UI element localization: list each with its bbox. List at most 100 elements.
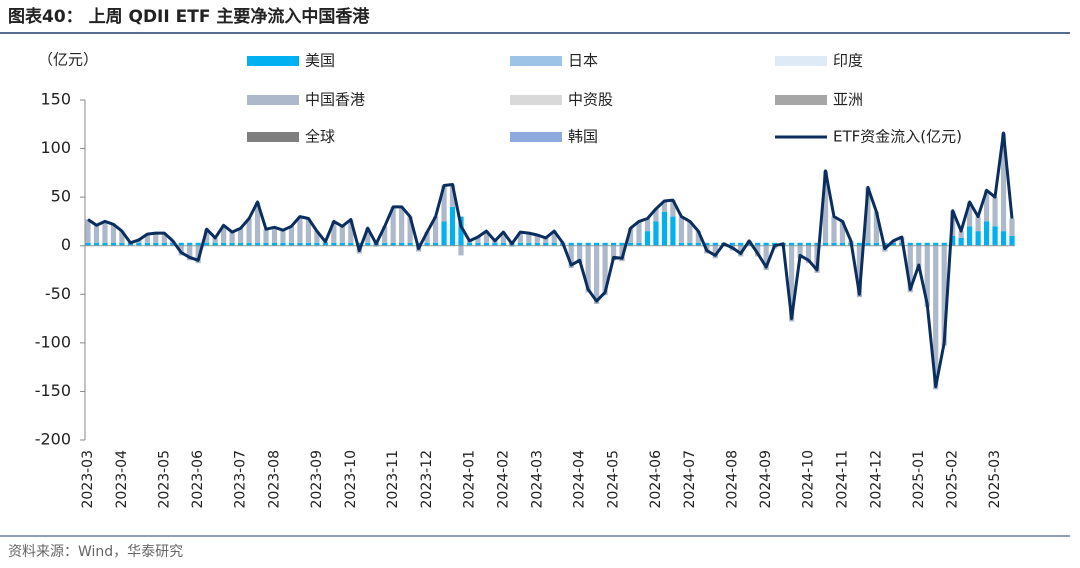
bar bbox=[382, 242, 388, 246]
bar bbox=[644, 231, 651, 246]
y-tick-label: 0 bbox=[61, 235, 71, 254]
legend-label: 日本 bbox=[568, 52, 598, 70]
bar bbox=[170, 242, 176, 246]
bar bbox=[873, 242, 879, 246]
bar bbox=[204, 229, 210, 243]
bar bbox=[144, 234, 150, 243]
bar bbox=[687, 242, 693, 246]
bar bbox=[526, 233, 532, 243]
x-tick-label: 2024-04 bbox=[572, 450, 588, 509]
x-tick-label: 2023-03 bbox=[80, 450, 96, 509]
bar bbox=[288, 226, 295, 243]
bar bbox=[271, 227, 278, 243]
bar bbox=[653, 208, 659, 222]
y-tick-label: 100 bbox=[40, 138, 71, 157]
bar bbox=[153, 233, 159, 243]
bar bbox=[500, 242, 506, 246]
bar bbox=[712, 242, 718, 246]
x-tick-label: 2024-01 bbox=[461, 450, 477, 509]
bar bbox=[187, 245, 193, 261]
bar bbox=[661, 201, 668, 212]
bar bbox=[161, 233, 167, 243]
x-tick-label: 2025-01 bbox=[911, 450, 927, 509]
y-tick-label: -50 bbox=[45, 284, 71, 303]
bar bbox=[195, 242, 201, 246]
bar bbox=[483, 231, 490, 243]
bar bbox=[839, 242, 846, 246]
y-tick-label: -150 bbox=[35, 381, 71, 400]
bar bbox=[153, 242, 159, 246]
bar bbox=[636, 221, 642, 243]
bar bbox=[551, 231, 557, 243]
bar bbox=[627, 242, 634, 246]
source: 资料来源：Wind，华泰研究 bbox=[8, 544, 183, 560]
bar bbox=[102, 221, 108, 243]
bar bbox=[254, 202, 261, 243]
x-tick-label: 2023-07 bbox=[233, 450, 249, 509]
x-tick-label: 2023-11 bbox=[385, 450, 401, 509]
bar bbox=[831, 216, 837, 243]
bar bbox=[466, 242, 473, 246]
bar bbox=[924, 245, 930, 307]
bar bbox=[399, 242, 405, 246]
bar bbox=[958, 231, 964, 238]
bar bbox=[967, 226, 973, 246]
bar bbox=[1000, 231, 1007, 246]
bar bbox=[992, 226, 998, 246]
legend-label: 印度 bbox=[833, 52, 863, 70]
legend-label: 中国香港 bbox=[305, 91, 365, 109]
bar bbox=[280, 230, 286, 243]
legend-label: 韩国 bbox=[568, 128, 598, 146]
bar bbox=[449, 184, 456, 207]
bar bbox=[856, 245, 863, 298]
bar bbox=[331, 242, 337, 246]
bar bbox=[763, 242, 769, 246]
x-tick-label: 2024-06 bbox=[648, 450, 664, 509]
bar bbox=[577, 242, 583, 246]
legend-label: 全球 bbox=[305, 128, 335, 146]
bar bbox=[916, 245, 922, 269]
bar bbox=[941, 245, 947, 346]
bar bbox=[475, 242, 481, 246]
bar bbox=[610, 242, 617, 246]
bar bbox=[831, 242, 837, 246]
bar bbox=[102, 242, 108, 246]
bar bbox=[322, 242, 328, 246]
bar bbox=[348, 242, 354, 246]
bar bbox=[280, 242, 286, 246]
bar bbox=[856, 242, 863, 246]
bar bbox=[594, 242, 600, 246]
bar bbox=[254, 242, 261, 246]
bar bbox=[695, 231, 701, 243]
y-axis-label: （亿元） bbox=[38, 51, 98, 69]
x-tick-label: 2024-08 bbox=[724, 450, 740, 509]
bar bbox=[755, 242, 761, 246]
bar bbox=[144, 242, 150, 246]
bar bbox=[221, 242, 227, 246]
bar bbox=[568, 245, 574, 269]
bar bbox=[577, 245, 583, 264]
bar bbox=[382, 226, 388, 243]
bar bbox=[738, 242, 744, 246]
bar bbox=[339, 242, 345, 246]
bar bbox=[610, 245, 617, 261]
bar bbox=[314, 242, 320, 246]
x-tick-label: 2025-03 bbox=[987, 450, 1003, 509]
legend-swatch bbox=[775, 56, 827, 66]
bar bbox=[93, 242, 100, 246]
bar bbox=[729, 242, 735, 246]
bar bbox=[399, 206, 405, 243]
bar bbox=[797, 245, 803, 259]
x-tick-label: 2023-05 bbox=[156, 450, 172, 509]
bar bbox=[534, 242, 540, 246]
y-tick-label: 50 bbox=[51, 187, 71, 206]
bar bbox=[907, 242, 913, 246]
bar bbox=[627, 228, 634, 243]
bar bbox=[983, 190, 990, 222]
bar bbox=[204, 242, 210, 246]
bar bbox=[212, 237, 218, 243]
bar bbox=[263, 242, 269, 246]
x-tick-label: 2023-12 bbox=[419, 450, 435, 509]
legend-swatch bbox=[510, 95, 562, 105]
bar bbox=[297, 242, 303, 246]
